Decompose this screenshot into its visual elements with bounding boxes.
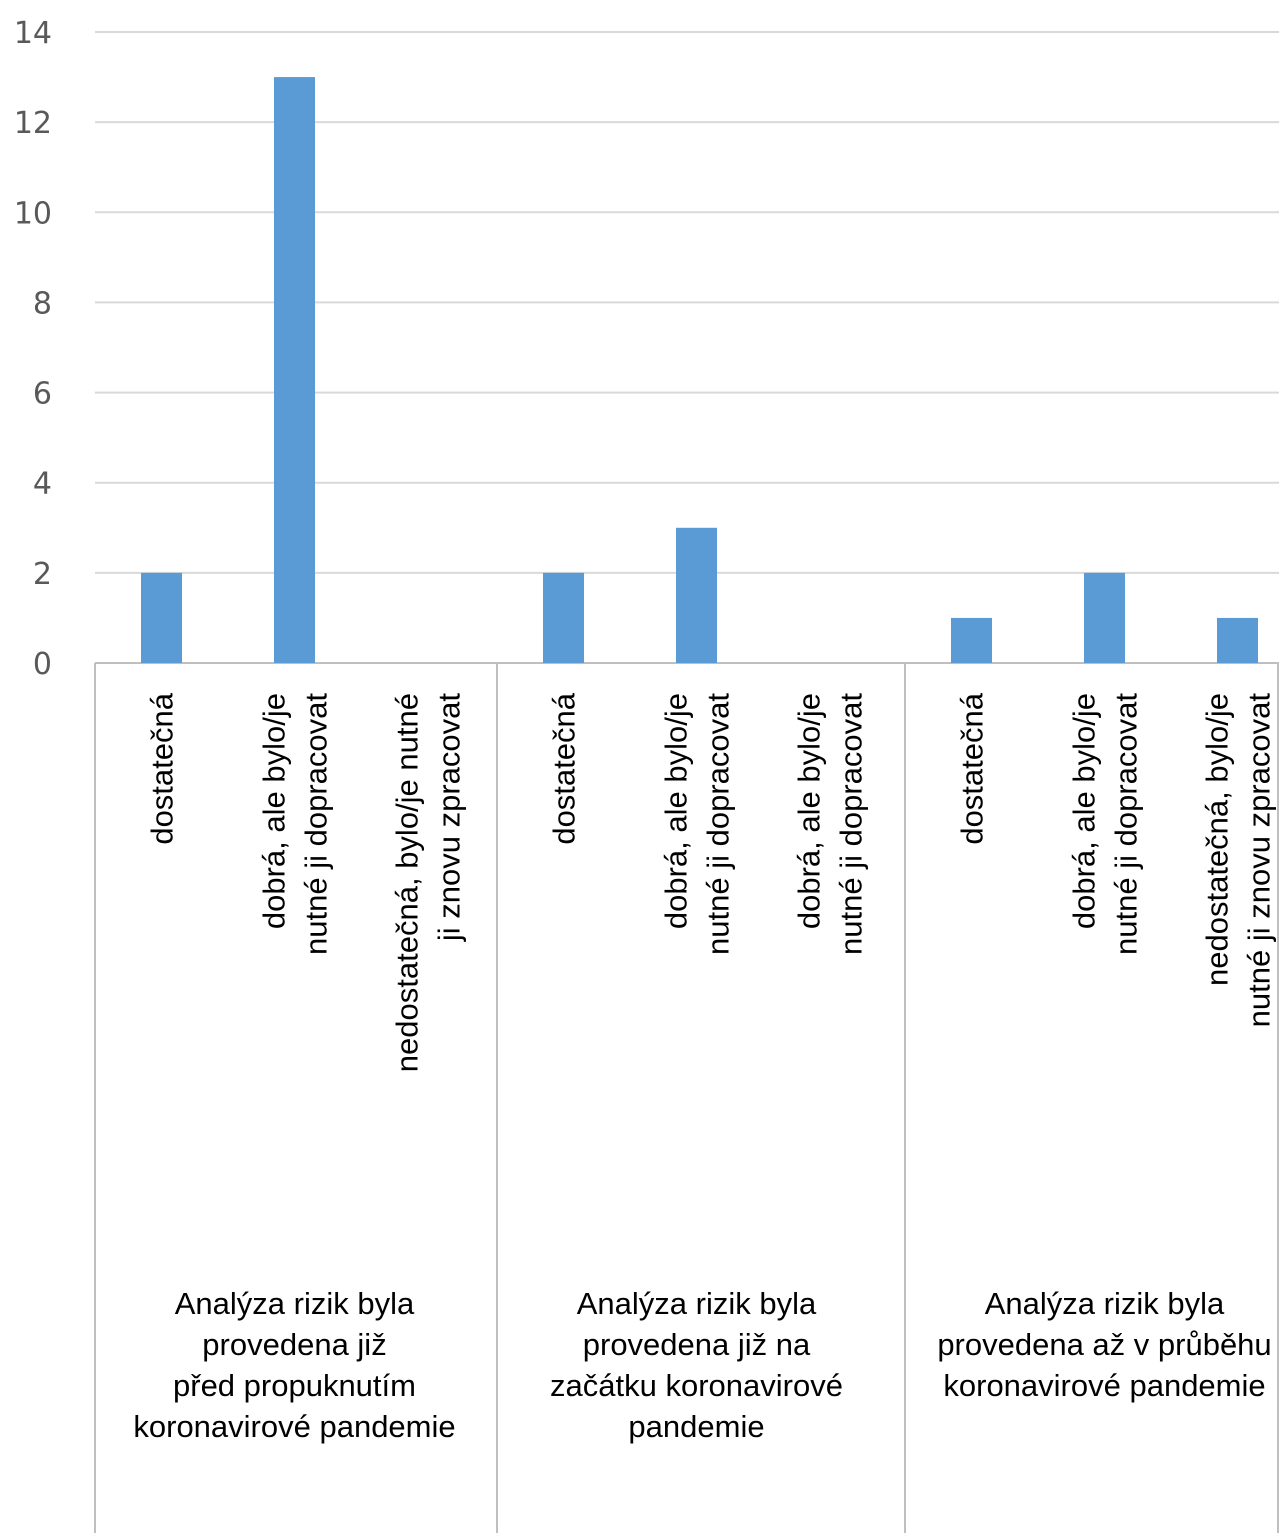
category-label: dobrá, ale bylo/je nutné ji dopracovat	[659, 693, 736, 955]
group-label-line: provedena již na	[583, 1327, 811, 1362]
bar	[951, 617, 992, 663]
y-tick-label: 6	[33, 377, 52, 412]
category-label-line: nutné ji dopracovat	[834, 693, 869, 955]
y-tick-label: 8	[33, 286, 52, 321]
bar	[676, 527, 717, 663]
group-label-line: pandemie	[628, 1409, 764, 1444]
category-label: dobrá, ale bylo/je nutné ji dopracovat	[1067, 693, 1144, 955]
category-label-line: ji znovu zpracovat	[432, 693, 467, 943]
category-label-line: dobrá, ale bylo/je	[257, 693, 292, 929]
category-label: nedostatečná, bylo/je nutné ji znovu zpra…	[390, 693, 467, 1073]
group-label-line: začátku koronavirové	[550, 1368, 843, 1403]
category-label: dostatečná	[955, 692, 990, 844]
category-label-line: nutné ji znovu zpracovat	[1242, 693, 1277, 1028]
bar	[1217, 617, 1258, 663]
category-label-line: nutné ji dopracovat	[1109, 693, 1144, 955]
group-label: Analýza rizik byla provedena již na začátk…	[550, 1286, 843, 1444]
category-label-line: nutné ji dopracovat	[701, 693, 736, 955]
y-tick-label: 14	[14, 16, 52, 51]
bar	[1084, 572, 1125, 663]
category-label: dostatečná	[145, 692, 180, 844]
category-label-line: dostatečná	[547, 692, 582, 844]
category-label-line: nedostatečná, bylo/je	[1200, 693, 1235, 986]
y-tick-label: 0	[33, 647, 52, 682]
y-tick-label: 12	[14, 106, 52, 141]
category-label: dostatečná	[547, 692, 582, 844]
category-label: dobrá, ale bylo/je nutné ji dopracovat	[792, 693, 869, 955]
y-tick-label: 2	[33, 557, 52, 592]
y-tick-label: 4	[33, 467, 52, 502]
group-label: Analýza rizik byla provedena již před prop…	[133, 1286, 455, 1444]
y-tick-label: 10	[14, 196, 52, 231]
category-label-line: nedostatečná, bylo/je nutné	[390, 693, 425, 1072]
category-label-line: dobrá, ale bylo/je	[659, 693, 694, 929]
group-label-line: Analýza rizik byla	[175, 1286, 415, 1321]
group-label-line: provedena až v průběhu	[937, 1327, 1271, 1362]
bar	[543, 572, 584, 663]
category-label-line: dobrá, ale bylo/je	[1067, 693, 1102, 929]
category-label: nedostatečná, bylo/je nutné ji znovu zpra…	[1200, 693, 1277, 1028]
category-label: dobrá, ale bylo/je nutné ji dopracovat	[257, 693, 334, 955]
bar	[274, 77, 315, 664]
group-label-line: koronavirové pandemie	[133, 1409, 455, 1444]
group-label-line: provedena již	[202, 1327, 386, 1362]
group-label-line: před propuknutím	[173, 1368, 416, 1403]
group-label-line: Analýza rizik byla	[577, 1286, 817, 1321]
group-label-line: koronavirové pandemie	[943, 1368, 1265, 1403]
category-label-line: nutné ji dopracovat	[299, 693, 334, 955]
group-label: Analýza rizik byla provedena až v průběhu…	[937, 1286, 1271, 1403]
group-label-line: Analýza rizik byla	[985, 1286, 1225, 1321]
category-label-line: dostatečná	[955, 692, 990, 844]
bar	[141, 572, 182, 663]
category-label-line: dobrá, ale bylo/je	[792, 693, 827, 929]
category-label-line: dostatečná	[145, 692, 180, 844]
